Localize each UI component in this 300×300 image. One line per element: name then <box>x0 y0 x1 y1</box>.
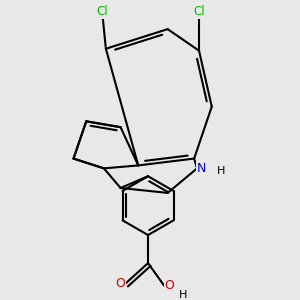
Text: O: O <box>115 277 125 290</box>
Text: H: H <box>179 290 187 300</box>
Text: N: N <box>197 162 206 175</box>
Text: Cl: Cl <box>194 5 206 18</box>
Text: O: O <box>165 279 175 292</box>
Text: H: H <box>217 166 226 176</box>
Text: Cl: Cl <box>97 5 108 18</box>
